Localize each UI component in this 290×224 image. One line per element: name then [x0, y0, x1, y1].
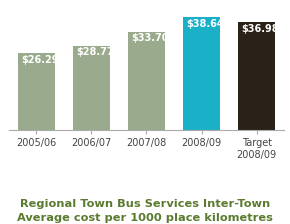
Bar: [128, 32, 165, 130]
Bar: [183, 17, 220, 130]
Text: $26.29: $26.29: [21, 55, 58, 65]
Text: $33.70: $33.70: [131, 33, 168, 43]
Bar: [238, 22, 276, 130]
Text: $28.77: $28.77: [76, 47, 114, 57]
Bar: [72, 46, 110, 130]
Bar: [17, 53, 55, 130]
Text: $36.98: $36.98: [241, 24, 279, 34]
Text: $38.64: $38.64: [186, 19, 224, 29]
Text: Regional Town Bus Services Inter-Town
Average cost per 1000 place kilometres: Regional Town Bus Services Inter-Town Av…: [17, 199, 273, 223]
